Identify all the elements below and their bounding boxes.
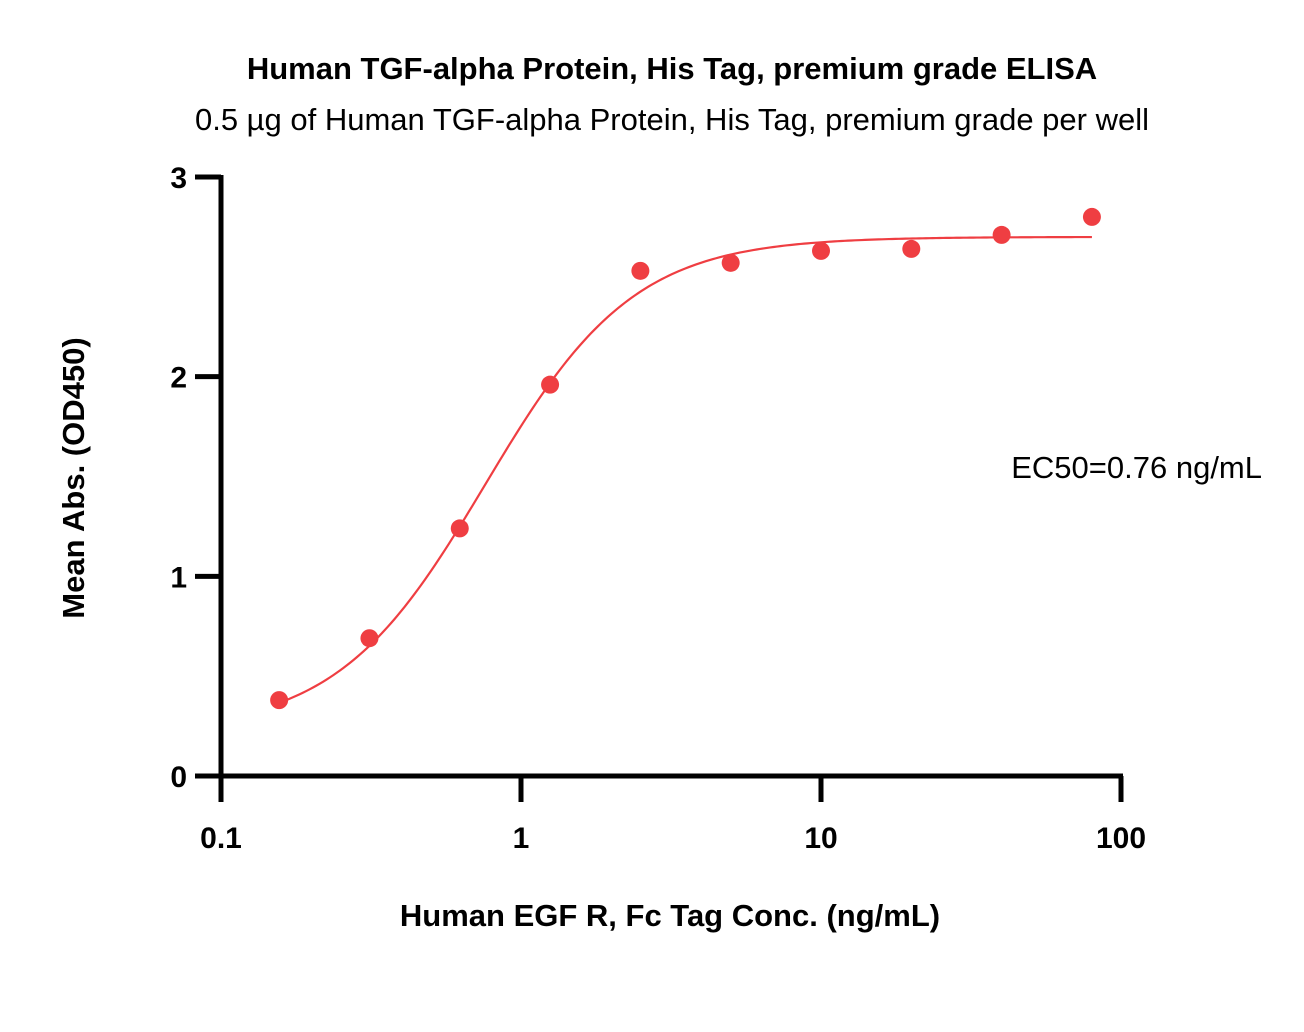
data-point bbox=[360, 629, 379, 648]
data-point bbox=[1082, 207, 1101, 226]
x-tick-label: 100 bbox=[1096, 822, 1146, 855]
data-point bbox=[631, 261, 650, 280]
y-tick-label: 2 bbox=[170, 362, 187, 395]
fit-curve bbox=[278, 235, 1092, 704]
data-point bbox=[721, 253, 740, 272]
data-point bbox=[450, 519, 469, 538]
chart-title: Human TGF-alpha Protein, His Tag, premiu… bbox=[247, 51, 1097, 86]
tick-labels: 0 1 2 3 0.1 1 10 100 bbox=[170, 162, 1146, 855]
x-tick-label: 1 bbox=[513, 822, 530, 855]
ec50-annotation: EC50=0.76 ng/mL bbox=[1011, 450, 1262, 485]
data-point bbox=[812, 241, 830, 260]
y-tick-label: 1 bbox=[170, 561, 187, 594]
x-tick-label: 0.1 bbox=[200, 822, 242, 855]
data-point bbox=[992, 225, 1011, 244]
x-axis-label: Human EGF R, Fc Tag Conc. (ng/mL) bbox=[400, 898, 940, 933]
data-point bbox=[902, 239, 921, 258]
y-axis-label: Mean Abs. (OD450) bbox=[56, 337, 91, 618]
data-points bbox=[270, 207, 1101, 710]
x-tick-label: 10 bbox=[804, 822, 837, 855]
data-point bbox=[270, 691, 289, 710]
y-tick-label: 0 bbox=[170, 761, 187, 794]
chart-subtitle: 0.5 µg of Human TGF-alpha Protein, His T… bbox=[195, 102, 1149, 137]
data-point bbox=[541, 375, 560, 394]
y-tick-label: 3 bbox=[170, 162, 187, 195]
axes bbox=[195, 174, 1124, 802]
